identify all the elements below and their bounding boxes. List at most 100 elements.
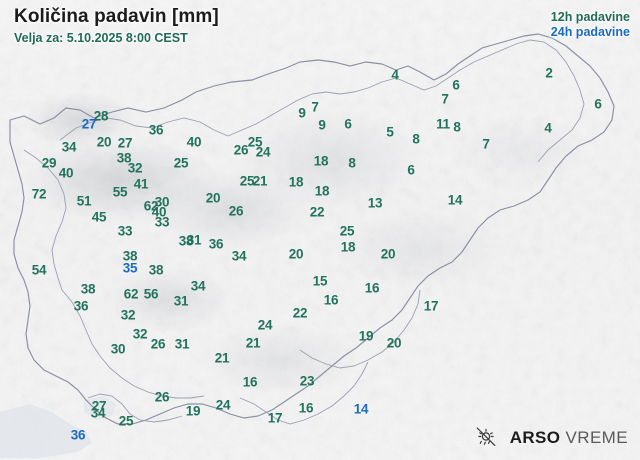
precip-value-12h: 26 [154,389,170,405]
internal-border-west [23,149,67,291]
precip-value-12h: 24 [215,397,231,413]
precip-value-12h: 38 [80,281,96,297]
internal-border-southeast [239,361,369,425]
precip-value-12h: 6 [407,162,415,178]
precip-value-12h: 26 [233,142,249,158]
precip-value-12h: 19 [185,403,201,419]
precip-value-12h: 5 [386,124,394,140]
precip-value-12h: 33 [117,223,133,239]
precip-value-12h: 22 [309,204,325,220]
precip-value-12h: 18 [340,239,356,255]
precip-value-12h: 4 [391,67,399,83]
precip-value-12h: 2 [545,65,553,81]
legend-item-24h: 24h padavine [550,24,630,39]
precip-value-12h: 29 [41,155,57,171]
precip-value-12h: 32 [120,307,136,323]
precip-value-12h: 25 [173,155,189,171]
precip-value-12h: 18 [314,183,330,199]
internal-border-north [227,61,475,137]
page-title: Količina padavin [mm] [14,6,219,27]
precip-value-12h: 54 [31,262,47,278]
precip-value-12h: 15 [312,273,328,289]
precip-value-12h: 21 [252,173,268,189]
precip-value-12h: 28 [93,108,109,124]
precip-value-12h: 20 [380,246,396,262]
precip-value-12h: 18 [313,153,329,169]
precip-value-12h: 7 [311,99,319,115]
precip-value-12h: 9 [298,105,306,121]
precip-value-12h: 25 [339,223,355,239]
internal-border-northwest [59,117,229,141]
precip-value-24h: 14 [353,401,369,417]
precip-value-12h: 20 [205,190,221,206]
legend-item-12h: 12h padavine [550,10,630,24]
precip-value-12h: 25 [118,413,134,429]
precip-value-12h: 40 [186,134,202,150]
brand-name: ARSO VREME [510,428,628,448]
brand-name-arso: ARSO [509,428,561,447]
precip-value-12h: 6 [452,77,460,93]
internal-border-coast [87,393,183,423]
precip-value-12h: 24 [255,144,271,160]
precip-value-12h: 13 [367,195,383,211]
precip-value-12h: 33 [154,214,170,230]
precip-value-12h: 38 [116,150,132,166]
precip-value-12h: 6 [344,116,352,132]
precip-value-12h: 36 [208,236,224,252]
precip-value-12h: 34 [190,278,206,294]
precip-value-12h: 25 [239,173,255,189]
precip-value-24h: 27 [81,116,97,132]
precip-value-12h: 31 [186,232,202,248]
precip-value-12h: 55 [112,184,128,200]
precip-value-12h: 20 [96,134,112,150]
precip-value-12h: 38 [148,262,164,278]
precip-value-12h: 32 [127,160,143,176]
precip-value-12h: 16 [364,280,380,296]
brand-name-vreme: VREME [565,428,628,447]
precip-value-12h: 72 [31,186,47,202]
precip-value-12h: 20 [386,335,402,351]
precip-value-12h: 17 [423,298,439,314]
precip-value-12h: 7 [482,136,490,152]
precip-value-12h: 56 [143,286,159,302]
precip-value-12h: 8 [348,155,356,171]
precip-value-12h: 36 [148,122,164,138]
precip-value-12h: 9 [318,117,326,133]
precip-value-12h: 41 [133,176,149,192]
precip-value-12h: 16 [242,374,258,390]
precip-value-12h: 22 [292,305,308,321]
precip-value-12h: 8 [412,131,420,147]
precip-value-12h: 62 [123,286,139,302]
sea-inlet-area [84,396,116,420]
precip-value-12h: 8 [453,119,461,135]
precip-value-24h: 36 [70,427,86,443]
precip-value-12h: 19 [358,328,374,344]
precip-value-12h: 25 [247,134,263,150]
precip-value-12h: 36 [73,298,89,314]
precip-value-24h: 35 [122,260,138,276]
precip-value-12h: 40 [151,204,167,220]
precip-value-12h: 34 [90,405,106,421]
precip-value-12h: 20 [288,246,304,262]
precip-value-12h: 26 [228,203,244,219]
precip-value-12h: 31 [173,293,189,309]
valid-time-subtitle: Velja za: 5.10.2025 8:00 CEST [14,31,188,45]
precip-value-12h: 62 [143,198,159,214]
precip-value-12h: 27 [91,398,107,414]
precip-value-12h: 45 [91,209,107,225]
precip-value-12h: 30 [154,194,170,210]
precip-value-12h: 30 [110,341,126,357]
precip-value-12h: 34 [231,248,247,264]
precip-value-12h: 16 [323,292,339,308]
precip-value-12h: 24 [257,317,273,333]
slovenia-national-border [9,33,615,425]
brand-footer: ARSO VREME [474,426,628,450]
precip-value-12h: 21 [214,350,230,366]
precip-value-12h: 11 [436,116,450,132]
precip-value-12h: 14 [447,192,463,208]
precip-value-12h: 51 [76,193,92,209]
